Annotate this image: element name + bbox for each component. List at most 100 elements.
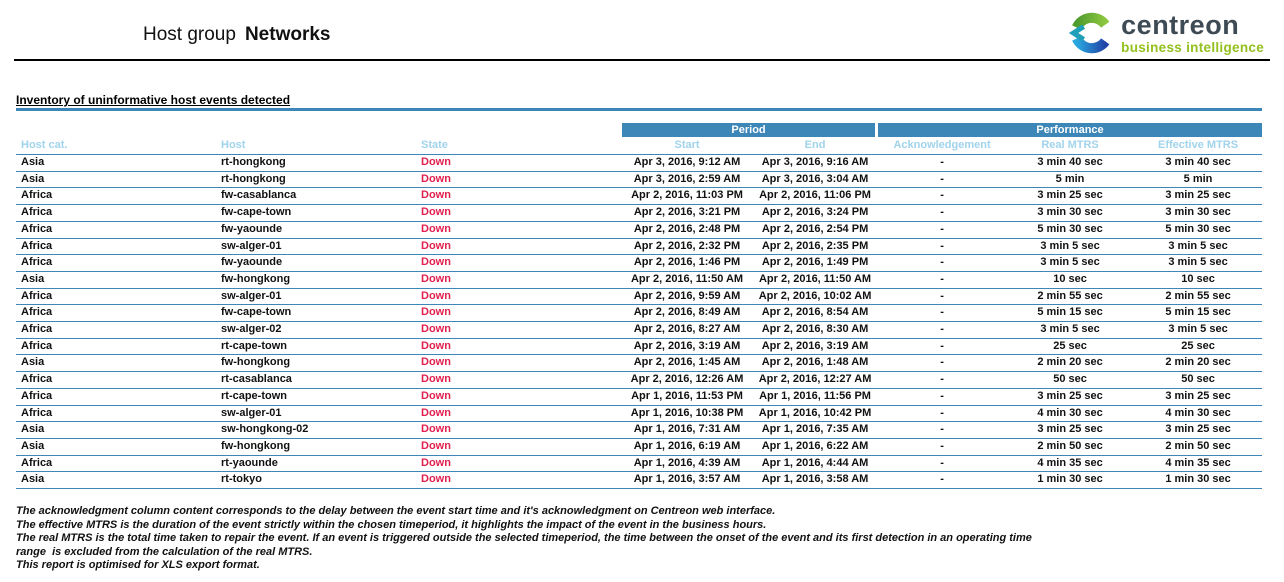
start-cell: Apr 2, 2016, 2:48 PM	[633, 222, 741, 235]
real-mtrs-cell: 3 min 25 sec	[1037, 389, 1103, 402]
host-cat-cell: Africa	[21, 323, 53, 336]
table-row: Africa rt-cape-town Down Apr 2, 2016, 3:19 …	[16, 338, 1263, 355]
host-cat-cell: Asia	[21, 272, 45, 285]
end-cell: Apr 2, 2016, 11:06 PM	[759, 189, 871, 202]
centreon-logo-icon	[1068, 12, 1110, 54]
ack-cell: -	[940, 156, 944, 168]
table-row: Asia rt-hongkong Down Apr 3, 2016, 2:59 AM A…	[16, 171, 1263, 188]
table-row: Africa sw-alger-01 Down Apr 2, 2016, 2:32 P…	[16, 238, 1263, 255]
state-cell: Down	[421, 423, 451, 436]
host-cat-cell: Africa	[21, 239, 53, 252]
real-mtrs-cell: 5 min 30 sec	[1037, 222, 1103, 235]
host-cell: fw-casablanca	[221, 189, 297, 202]
page-title-value: Networks	[244, 24, 331, 45]
start-cell: Apr 1, 2016, 7:31 AM	[633, 423, 741, 436]
effective-mtrs-cell: 50 sec	[1181, 373, 1215, 386]
end-cell: Apr 2, 2016, 2:35 PM	[761, 239, 869, 252]
host-cell: fw-cape-town	[221, 306, 292, 319]
state-cell: Down	[421, 456, 451, 469]
end-cell: Apr 3, 2016, 3:04 AM	[761, 172, 869, 185]
host-cell: rt-cape-town	[221, 339, 287, 352]
start-cell: Apr 1, 2016, 11:53 PM	[631, 389, 743, 402]
host-cat-cell: Asia	[21, 356, 45, 369]
state-cell: Down	[421, 473, 451, 486]
table-body: Asia rt-hongkong Down Apr 3, 2016, 9:12 AM A…	[16, 154, 1263, 489]
group-header-spacer	[16, 123, 622, 137]
real-mtrs-cell: 3 min 30 sec	[1037, 206, 1103, 219]
ack-cell: -	[940, 289, 944, 302]
host-cat-cell: Asia	[21, 439, 45, 452]
effective-mtrs-cell: 3 min 25 sec	[1165, 389, 1231, 402]
start-cell: Apr 2, 2016, 3:19 AM	[633, 339, 741, 352]
footnote-line: This report is optimised for XLS export …	[16, 559, 260, 572]
table-row: Asia rt-tokyo Down Apr 1, 2016, 3:57 AM Apr …	[16, 471, 1263, 489]
start-cell: Apr 2, 2016, 11:50 AM	[630, 272, 744, 285]
host-cat-cell: Asia	[21, 473, 45, 486]
state-cell: Down	[421, 406, 451, 419]
real-mtrs-cell: 2 min 50 sec	[1037, 439, 1103, 452]
effective-mtrs-cell: 5 min 15 sec	[1165, 306, 1231, 319]
host-cell: fw-hongkong	[221, 439, 291, 452]
effective-mtrs-cell: 4 min 35 sec	[1165, 456, 1231, 469]
start-cell: Apr 2, 2016, 1:46 PM	[633, 256, 741, 269]
page-title: Host group Networks	[143, 24, 330, 46]
start-cell: Apr 1, 2016, 10:38 PM	[630, 406, 744, 419]
host-cat-cell: Africa	[21, 389, 53, 402]
state-cell: Down	[421, 439, 451, 452]
effective-mtrs-cell: 3 min 5 sec	[1168, 256, 1228, 269]
start-cell: Apr 2, 2016, 3:21 PM	[633, 206, 741, 219]
ack-cell: -	[940, 389, 944, 402]
effective-mtrs-cell: 2 min 55 sec	[1165, 289, 1231, 302]
end-cell: Apr 1, 2016, 11:56 PM	[759, 389, 871, 402]
host-cell: fw-yaounde	[221, 222, 283, 235]
effective-mtrs-cell: 1 min 30 sec	[1165, 473, 1231, 486]
host-cat-cell: Africa	[21, 289, 53, 302]
host-cell: sw-alger-01	[221, 406, 282, 419]
state-cell: Down	[421, 373, 451, 386]
footnote-line: The acknowledgment column content corres…	[16, 505, 776, 518]
effective-mtrs-cell: 4 min 30 sec	[1165, 406, 1231, 419]
column-header-state: State	[421, 139, 448, 151]
effective-mtrs-cell: 3 min 40 sec	[1165, 156, 1231, 168]
effective-mtrs-cell: 3 min 5 sec	[1168, 239, 1228, 252]
state-cell: Down	[421, 156, 451, 168]
real-mtrs-cell: 4 min 30 sec	[1037, 406, 1103, 419]
table-row: Africa fw-cape-town Down Apr 2, 2016, 8:49 …	[16, 304, 1263, 322]
effective-mtrs-cell: 5 min	[1183, 172, 1213, 185]
effective-mtrs-cell: 3 min 5 sec	[1168, 323, 1228, 336]
host-cell: rt-casablanca	[221, 373, 292, 386]
start-cell: Apr 3, 2016, 9:12 AM	[633, 156, 741, 168]
start-cell: Apr 2, 2016, 8:27 AM	[633, 323, 741, 336]
table-row: Asia fw-hongkong Down Apr 2, 2016, 1:45 AM A…	[16, 354, 1263, 372]
real-mtrs-cell: 3 min 5 sec	[1040, 323, 1100, 336]
effective-mtrs-cell: 3 min 25 sec	[1165, 423, 1231, 436]
state-cell: Down	[421, 206, 451, 219]
real-mtrs-cell: 2 min 55 sec	[1037, 289, 1103, 302]
state-cell: Down	[421, 389, 451, 402]
start-cell: Apr 2, 2016, 12:26 AM	[630, 373, 744, 386]
host-cell: rt-tokyo	[221, 473, 262, 486]
host-cat-cell: Africa	[21, 456, 53, 469]
real-mtrs-cell: 3 min 25 sec	[1037, 189, 1103, 202]
ack-cell: -	[940, 356, 944, 369]
table-row: Africa rt-yaounde Down Apr 1, 2016, 4:39 AM…	[16, 455, 1263, 472]
host-cat-cell: Africa	[21, 406, 53, 419]
table-head: Period Performance Host cat. Host State …	[16, 123, 1263, 155]
host-cat-cell: Africa	[21, 373, 53, 386]
end-cell: Apr 1, 2016, 6:22 AM	[761, 439, 869, 452]
ack-cell: -	[940, 323, 944, 336]
ack-cell: -	[940, 373, 944, 386]
column-header-acknowledgement: Acknowledgement	[893, 139, 991, 151]
start-cell: Apr 2, 2016, 11:03 PM	[631, 189, 743, 202]
group-header-performance-cell: Performance	[878, 123, 1263, 137]
group-header-performance: Performance	[878, 123, 1263, 137]
ack-cell: -	[940, 306, 944, 319]
host-cell: rt-hongkong	[221, 172, 286, 185]
column-header-real-mtrs: Real MTRS	[1041, 139, 1099, 151]
start-cell: Apr 2, 2016, 9:59 AM	[633, 289, 741, 302]
ack-cell: -	[940, 172, 944, 185]
column-header-host-cat: Host cat.	[21, 139, 68, 151]
host-cat-cell: Asia	[21, 423, 45, 436]
state-cell: Down	[421, 339, 451, 352]
